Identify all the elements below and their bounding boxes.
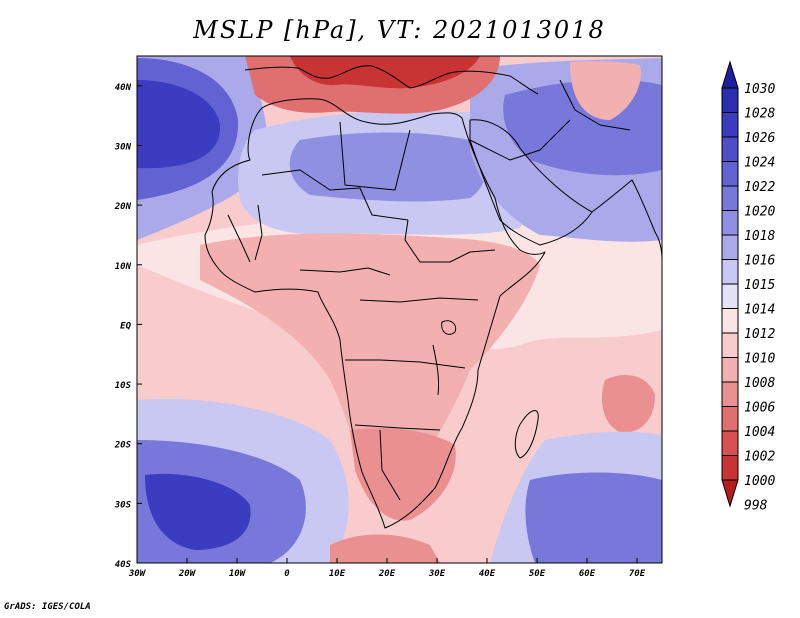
north-atlantic-high-core bbox=[137, 80, 221, 169]
border-11 bbox=[469, 119, 571, 161]
lat-tick-label: 30N bbox=[114, 142, 132, 152]
lon-tick-label: 20E bbox=[378, 569, 396, 579]
madagascar bbox=[514, 410, 539, 459]
lon-tick-label: 70E bbox=[629, 569, 646, 579]
colorbar-cell bbox=[721, 136, 739, 162]
colorbar-label: 1020 bbox=[744, 205, 775, 220]
colorbar-cell bbox=[721, 87, 739, 113]
colorbar-label: 1014 bbox=[744, 303, 775, 318]
colorbar-cell bbox=[721, 455, 739, 481]
colorbar-label: 1016 bbox=[744, 254, 775, 269]
colorbar-label: 1015 bbox=[744, 278, 775, 293]
mslp-map: 40N 30N 20N 10N EQ 10S 20S 30S 40S 30W 20W 10W 0 10E… bbox=[114, 55, 775, 579]
colorbar-cell bbox=[721, 259, 739, 285]
border-7 bbox=[354, 424, 441, 431]
colorbar-label: 998 bbox=[744, 499, 768, 514]
pressure-field bbox=[137, 56, 662, 563]
colorbar-cell bbox=[721, 283, 739, 309]
lat-tick-label: EQ bbox=[120, 321, 131, 331]
colorbar-cell bbox=[721, 406, 739, 432]
lon-axis: 30W 20W 10W 0 10E 20E 30E 40E 50E 60E 70E bbox=[128, 558, 646, 579]
colorbar-label: 1008 bbox=[744, 376, 775, 391]
border-6 bbox=[345, 359, 466, 369]
border-12 bbox=[559, 79, 631, 131]
lon-tick-label: 30E bbox=[428, 569, 446, 579]
colorbar-label: 1030 bbox=[744, 82, 775, 97]
lat-tick-label: 10S bbox=[115, 381, 132, 391]
lon-tick-label: 40E bbox=[479, 569, 496, 579]
lon-tick-label: 10E bbox=[329, 569, 346, 579]
colorbar-label: 1002 bbox=[744, 450, 775, 465]
colorbar-label: 1024 bbox=[744, 156, 775, 171]
colorbar-cell bbox=[721, 430, 739, 456]
lake-victoria bbox=[441, 320, 457, 335]
colorbar-cell bbox=[721, 185, 739, 211]
colorbar-cell bbox=[721, 210, 739, 236]
lon-tick-label: 30W bbox=[128, 569, 147, 579]
colorbar-cell bbox=[721, 234, 739, 260]
grads-credit: GrADS: IGES/COLA bbox=[4, 602, 91, 612]
lat-tick-label: 40S bbox=[115, 560, 132, 570]
colorbar-cell bbox=[721, 308, 739, 334]
south-indian-high-core bbox=[525, 472, 662, 563]
colorbar-label: 1000 bbox=[744, 474, 775, 489]
africa-coastline bbox=[204, 98, 546, 529]
lat-tick-label: 10N bbox=[115, 262, 132, 272]
border-4 bbox=[299, 267, 391, 276]
lon-tick-label: 10W bbox=[229, 569, 247, 579]
border-8 bbox=[379, 429, 401, 501]
border-3 bbox=[404, 219, 496, 263]
border-5 bbox=[359, 297, 479, 303]
border-2 bbox=[339, 121, 411, 191]
central-africa-low bbox=[200, 233, 540, 505]
south-atlantic-high-core bbox=[145, 473, 251, 550]
colorbar-label: 1018 bbox=[744, 229, 775, 244]
arabia-low bbox=[570, 61, 641, 120]
south-indian-low bbox=[601, 375, 655, 433]
south-africa-low bbox=[350, 428, 456, 521]
colorbar-label: 1006 bbox=[744, 401, 775, 416]
colorbar-top-arrow bbox=[721, 60, 739, 89]
europe-coast bbox=[244, 65, 539, 95]
colorbar-bottom-arrow bbox=[721, 479, 739, 508]
coastlines-and-borders bbox=[204, 65, 662, 529]
border-9 bbox=[254, 204, 263, 261]
sahara-high-inner bbox=[289, 132, 485, 202]
colorbar-label: 1004 bbox=[744, 425, 775, 440]
lon-tick-label: 50E bbox=[529, 569, 546, 579]
plot-frame bbox=[136, 55, 663, 564]
southern-low-band bbox=[330, 534, 440, 563]
lat-tick-label: 20S bbox=[114, 441, 132, 451]
colorbar-cell bbox=[721, 161, 739, 187]
lat-tick-label: 30S bbox=[114, 500, 132, 510]
colorbar-label: 1010 bbox=[744, 352, 775, 367]
lon-tick-label: 60E bbox=[579, 569, 596, 579]
colorbar-label: 1022 bbox=[744, 180, 775, 195]
colorbar-cell bbox=[721, 332, 739, 358]
colorbar-cell bbox=[721, 112, 739, 138]
arabian-peninsula bbox=[469, 119, 593, 246]
great-rift-lakes bbox=[432, 344, 439, 396]
border-1 bbox=[261, 169, 409, 221]
asia-coast bbox=[591, 179, 662, 261]
colorbar-cell bbox=[721, 357, 739, 383]
lat-axis: 40N 30N 20N 10N EQ 10S 20S 30S 40S bbox=[114, 83, 142, 570]
colorbar-cell bbox=[721, 381, 739, 407]
lat-tick-label: 40N bbox=[115, 83, 132, 93]
lon-tick-label: 20W bbox=[178, 569, 197, 579]
map-title: MSLP [hPa], VT: 2021013018 bbox=[193, 16, 606, 44]
border-10 bbox=[227, 214, 251, 263]
colorbar-label: 1026 bbox=[744, 131, 775, 146]
colorbar: 1030 1028 1026 1024 1022 1020 1018 1016 1015 1014… bbox=[721, 60, 775, 514]
colorbar-label: 1028 bbox=[744, 107, 775, 122]
colorbar-label: 1012 bbox=[744, 327, 775, 342]
lon-tick-label: 0 bbox=[284, 569, 290, 579]
lat-tick-label: 20N bbox=[114, 202, 132, 212]
